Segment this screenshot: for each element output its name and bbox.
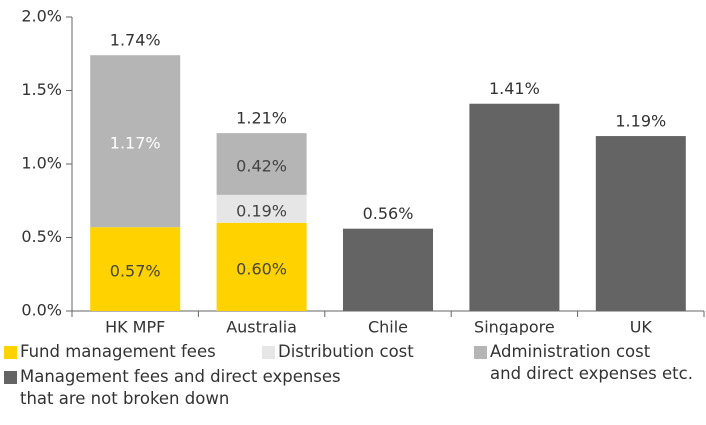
value-label: 0.42%: [236, 157, 287, 176]
total-label: 1.74%: [110, 31, 161, 50]
bar-segment: [595, 136, 686, 311]
bar-segment: [216, 194, 307, 223]
x-tick-label: Singapore: [474, 318, 555, 336]
legend-label: Distribution cost: [278, 342, 414, 361]
legend-swatch: [4, 371, 17, 384]
value-label: 1.41%: [489, 79, 540, 98]
legend-swatch: [474, 346, 487, 359]
y-tick-label: 0.0%: [21, 301, 62, 320]
total-label: 1.21%: [236, 109, 287, 128]
bar-segment: [216, 133, 307, 195]
x-tick-label: UK: [630, 318, 653, 336]
value-label: 0.56%: [363, 204, 414, 223]
value-label: 1.17%: [110, 134, 161, 153]
bar-segment: [343, 228, 433, 311]
y-tick-label: 2.0%: [21, 7, 62, 26]
value-label: 1.19%: [615, 112, 666, 131]
y-tick-label: 1.0%: [21, 154, 62, 173]
bar-segment: [469, 103, 560, 311]
legend-item: Distribution cost: [262, 341, 414, 363]
x-tick-label: HK MPF: [105, 318, 165, 336]
bar-segment: [90, 227, 181, 311]
legend-label: Administration cost and direct expenses …: [490, 342, 693, 383]
legend-swatch: [262, 346, 275, 359]
legend-label: Fund management fees: [20, 342, 216, 361]
x-tick-label: Chile: [368, 318, 408, 336]
legend-swatch: [4, 346, 17, 359]
legend-item: Management fees and direct expenses that…: [4, 366, 341, 410]
y-tick-label: 0.5%: [21, 227, 62, 246]
value-label: 0.60%: [236, 259, 287, 278]
value-label: 0.57%: [110, 262, 161, 281]
bar-segment: [90, 55, 181, 228]
y-tick-label: 1.5%: [21, 80, 62, 99]
value-label: 0.19%: [236, 201, 287, 220]
legend-label: Management fees and direct expenses that…: [20, 367, 341, 408]
x-tick-label: Australia: [226, 318, 297, 336]
chart: 0.0% 0.5% 1.0% 1.5% 2.0% HK MPF 0.57% 1.17% 1.74…: [21, 7, 705, 336]
bar-segment: [216, 222, 307, 311]
legend-item: Administration cost and direct expenses …: [474, 341, 693, 385]
legend-item: Fund management fees: [4, 341, 216, 363]
